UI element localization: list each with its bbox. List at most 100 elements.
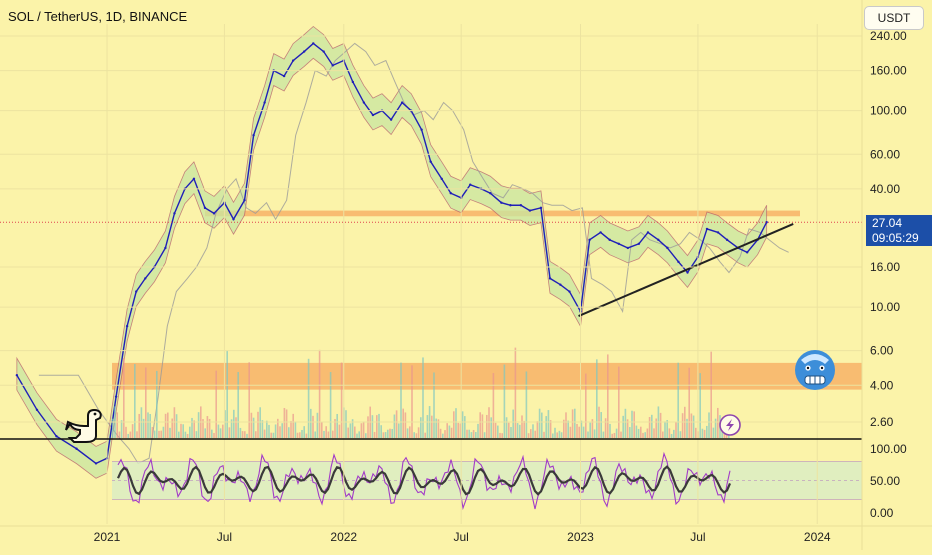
rsi-tick-label: 0.00 — [870, 506, 894, 520]
volume-bar — [655, 418, 657, 438]
price-point — [55, 435, 58, 438]
volume-bar — [492, 373, 495, 438]
price-point — [312, 42, 315, 45]
time-tick-label: Jul — [217, 530, 232, 544]
currency-button[interactable]: USDT — [864, 6, 924, 30]
price-point — [125, 324, 129, 328]
volume-bar — [721, 431, 723, 438]
volume-bar — [301, 429, 303, 438]
volume-bar — [589, 422, 591, 438]
volume-bar — [578, 426, 580, 438]
price-point — [75, 447, 78, 450]
price-point — [35, 408, 39, 411]
volume-bar — [714, 418, 717, 438]
dinosaur-icon — [65, 408, 102, 443]
price-point — [263, 101, 266, 104]
price-point — [666, 246, 669, 250]
volume-bar — [340, 362, 343, 438]
volume-bar — [268, 424, 270, 438]
volume-bar — [191, 417, 193, 438]
volume-bar — [233, 409, 235, 438]
price-point — [351, 80, 355, 84]
price-point — [626, 246, 630, 250]
volume-bar — [186, 433, 189, 438]
rsi-tick-label: 100.00 — [870, 442, 907, 456]
price-point — [705, 227, 709, 231]
volume-bar — [596, 359, 598, 438]
volume-bar — [325, 426, 327, 438]
volume-bar — [552, 433, 554, 438]
volume-bar — [123, 358, 125, 438]
volume-bar — [182, 424, 184, 438]
volume-bar — [437, 419, 440, 438]
volume-bar — [475, 431, 477, 438]
price-point — [15, 374, 19, 377]
volume-bar — [312, 415, 314, 438]
volume-bar — [530, 429, 532, 438]
volume-bar — [310, 408, 312, 438]
price-point — [500, 201, 503, 204]
bar-countdown: 09:05:29 — [872, 231, 919, 245]
volume-bar — [142, 418, 145, 438]
volume-bar — [404, 412, 407, 438]
volume-bar — [618, 366, 620, 438]
volume-bar — [712, 427, 715, 438]
volume-bar — [237, 372, 239, 438]
price-point — [617, 242, 620, 246]
volume-bar — [701, 428, 704, 438]
volume-bar — [314, 431, 316, 438]
volume-bar — [116, 412, 118, 438]
volume-bar — [158, 430, 160, 438]
volume-bar — [360, 423, 363, 438]
price-point — [173, 212, 176, 215]
volume-bar — [679, 431, 682, 438]
volume-bar — [266, 420, 268, 438]
volume-bar — [466, 429, 468, 438]
price-point — [608, 238, 611, 242]
price-point — [568, 290, 571, 293]
volume-bar — [545, 416, 547, 438]
volume-bar — [246, 433, 248, 438]
volume-bar — [406, 428, 409, 438]
volume-bar — [607, 354, 609, 438]
price-point — [144, 277, 147, 280]
lightning-icon[interactable] — [719, 414, 741, 436]
cold-face-emoji-icon — [795, 350, 835, 390]
volume-bar — [409, 426, 411, 438]
volume-bar — [668, 428, 671, 438]
volume-bar — [378, 413, 380, 438]
volume-bar — [263, 429, 266, 438]
volume-bar — [219, 428, 222, 438]
volume-bar — [252, 417, 255, 438]
volume-bar — [323, 430, 325, 438]
volume-bar — [435, 418, 437, 438]
volume-bar — [631, 410, 633, 438]
time-tick-label: Jul — [453, 530, 468, 544]
volume-bar — [644, 432, 646, 438]
price-point — [725, 238, 729, 242]
volume-bar — [549, 420, 552, 438]
volume-bar — [296, 432, 299, 438]
volume-bar — [525, 371, 528, 438]
price-point — [371, 113, 375, 117]
volume-bar — [380, 425, 382, 438]
volume-bar — [422, 357, 424, 438]
volume-bar — [321, 422, 323, 438]
volume-bar — [171, 418, 173, 438]
volume-bar — [400, 362, 402, 438]
volume-bar — [510, 426, 512, 438]
volume-bar — [345, 410, 347, 438]
volume-bar — [318, 349, 321, 438]
volume-bar — [640, 426, 642, 438]
volume-bar — [624, 408, 627, 438]
volume-bar — [167, 412, 169, 438]
volume-bar — [574, 408, 576, 438]
volume-bar — [184, 431, 187, 438]
price-point — [322, 50, 325, 53]
volume-bar — [567, 420, 569, 438]
price-point — [192, 177, 196, 180]
volume-bar — [717, 407, 719, 438]
volume-bar — [228, 427, 231, 438]
